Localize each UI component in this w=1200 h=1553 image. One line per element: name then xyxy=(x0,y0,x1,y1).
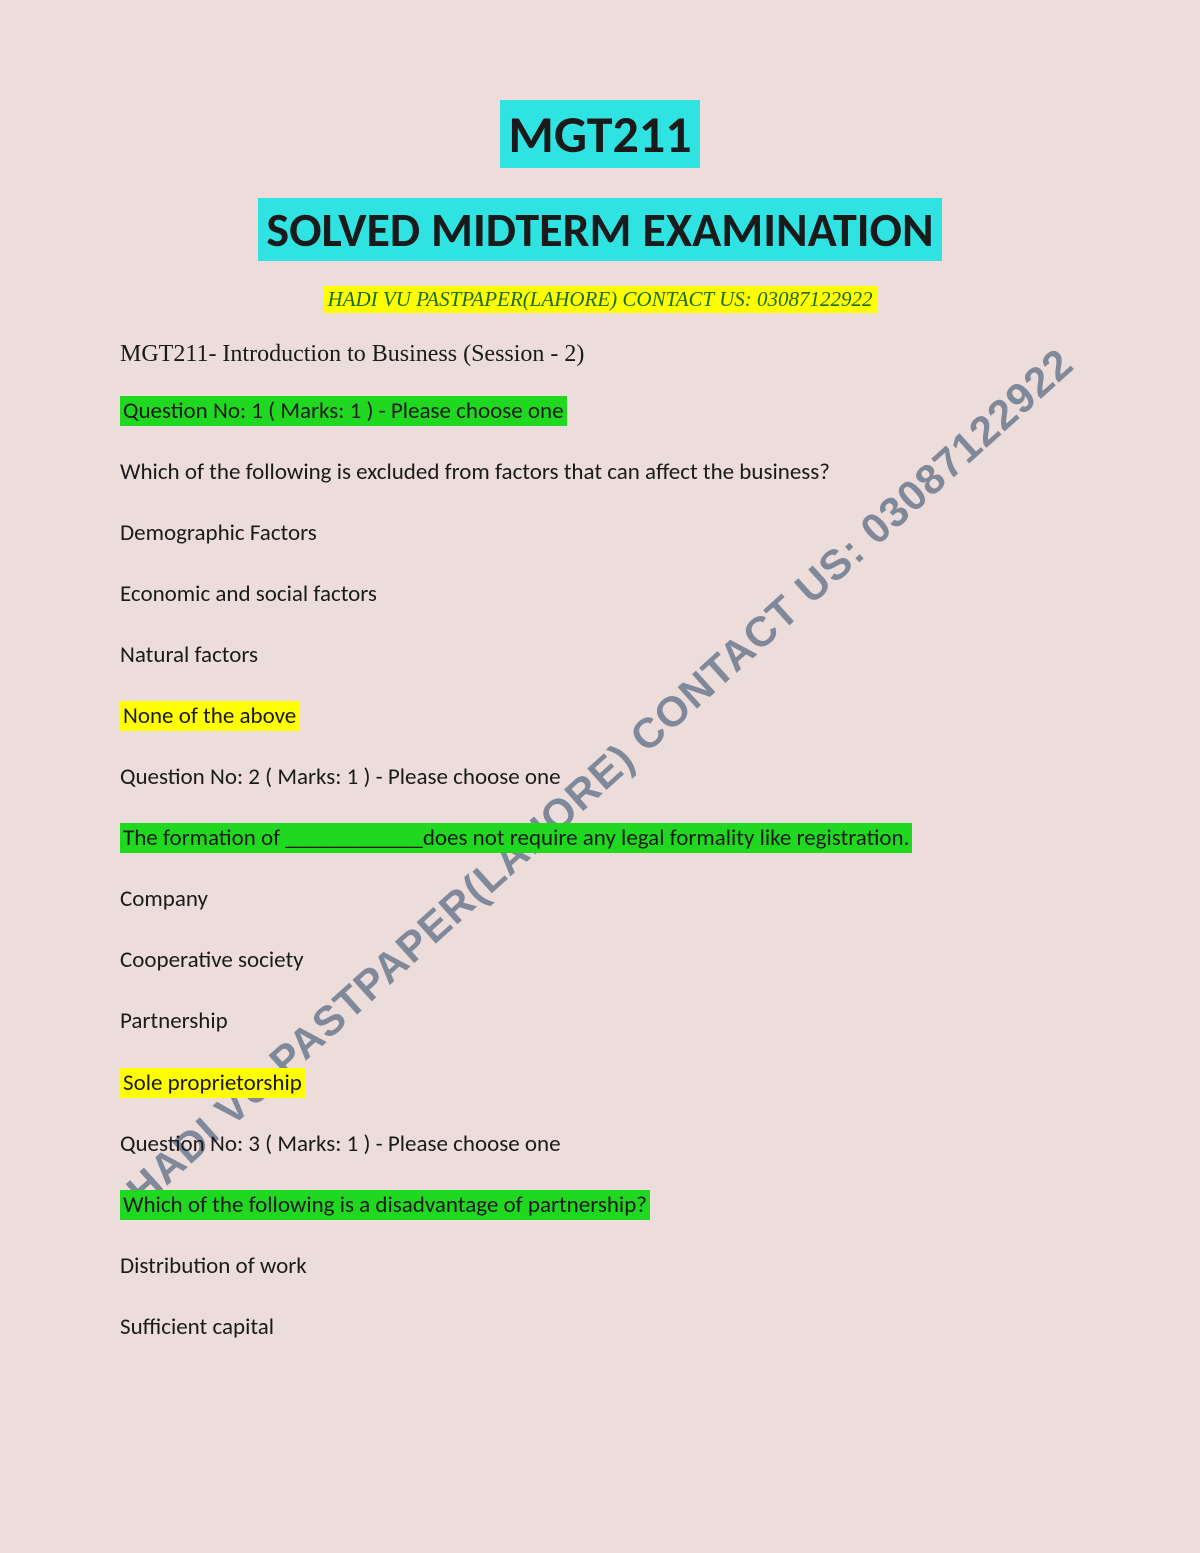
q1-option-a: Demographic Factors xyxy=(120,518,1080,549)
q2-option-a: Company xyxy=(120,884,1080,915)
q2-option-b: Cooperative society xyxy=(120,945,1080,976)
q3-prompt: Which of the following is a disadvantage… xyxy=(120,1190,1080,1221)
q1-option-b: Economic and social factors xyxy=(120,579,1080,610)
q3-prompt-text: Which of the following is a disadvantage… xyxy=(120,1190,650,1220)
q3-option-b: Sufficient capital xyxy=(120,1312,1080,1343)
course-code-text: MGT211 xyxy=(500,100,699,168)
course-code-title: MGT211 xyxy=(120,100,1080,168)
q2-header: Question No: 2 ( Marks: 1 ) - Please cho… xyxy=(120,762,1080,793)
q1-answer: None of the above xyxy=(120,701,299,731)
q1-prompt: Which of the following is excluded from … xyxy=(120,457,1080,488)
q2-answer: Sole proprietorship xyxy=(120,1068,305,1098)
q1-header-text: Question No: 1 ( Marks: 1 ) - Please cho… xyxy=(120,396,567,426)
document-page: MGT211 SOLVED MIDTERM EXAMINATION HADI V… xyxy=(0,0,1200,1433)
contact-text: HADI VU PASTPAPER(LAHORE) CONTACT US: 03… xyxy=(323,286,876,313)
q1-header: Question No: 1 ( Marks: 1 ) - Please cho… xyxy=(120,396,1080,427)
q2-prompt-text: The formation of ____________does not re… xyxy=(120,823,912,853)
document-subtitle: SOLVED MIDTERM EXAMINATION xyxy=(120,198,1080,261)
session-line: MGT211- Introduction to Business (Sessio… xyxy=(120,341,1080,368)
subtitle-text: SOLVED MIDTERM EXAMINATION xyxy=(258,198,941,261)
q3-option-a: Distribution of work xyxy=(120,1251,1080,1282)
q2-option-d: Sole proprietorship xyxy=(120,1068,1080,1099)
q1-option-c: Natural factors xyxy=(120,640,1080,671)
contact-line: HADI VU PASTPAPER(LAHORE) CONTACT US: 03… xyxy=(120,286,1080,313)
q2-prompt: The formation of ____________does not re… xyxy=(120,823,1080,854)
q3-header: Question No: 3 ( Marks: 1 ) - Please cho… xyxy=(120,1129,1080,1160)
q1-option-d: None of the above xyxy=(120,701,1080,732)
q2-option-c: Partnership xyxy=(120,1006,1080,1037)
